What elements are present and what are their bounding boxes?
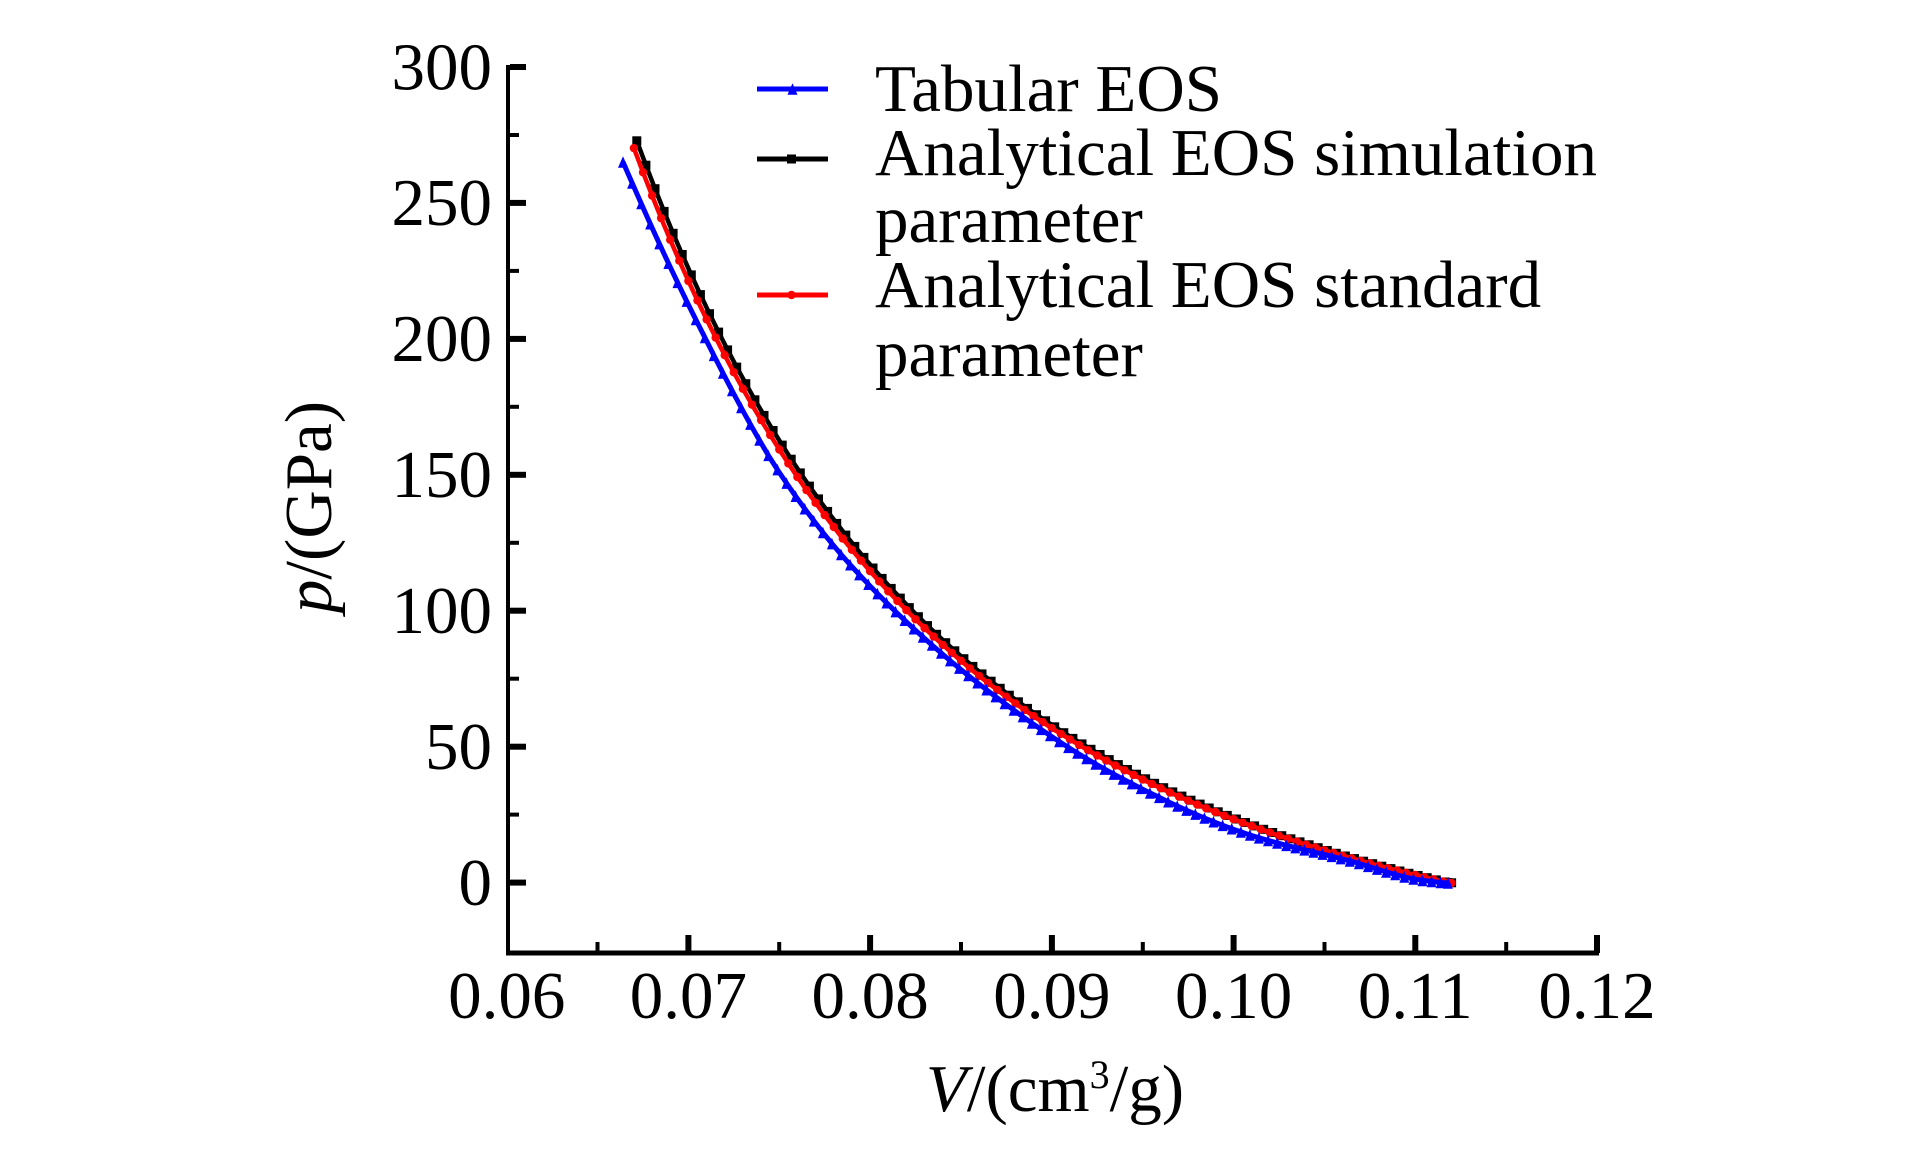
svg-text:0.12: 0.12 xyxy=(1538,959,1655,1033)
svg-text:Analytical EOS simulation: Analytical EOS simulation xyxy=(875,116,1597,190)
svg-text:300: 300 xyxy=(392,30,493,104)
svg-text:0.08: 0.08 xyxy=(811,959,928,1033)
svg-text:50: 50 xyxy=(425,710,492,784)
svg-text:200: 200 xyxy=(392,302,493,376)
svg-text:0.11: 0.11 xyxy=(1358,959,1473,1033)
svg-text:0: 0 xyxy=(459,846,493,920)
svg-text:0.10: 0.10 xyxy=(1175,959,1292,1033)
svg-text:0.09: 0.09 xyxy=(993,959,1110,1033)
svg-text:100: 100 xyxy=(392,574,493,648)
svg-text:Analytical EOS standard: Analytical EOS standard xyxy=(875,248,1541,322)
svg-text:0.06: 0.06 xyxy=(448,959,565,1033)
svg-text:parameter: parameter xyxy=(875,317,1143,391)
svg-text:0.07: 0.07 xyxy=(630,959,747,1033)
svg-text:250: 250 xyxy=(392,166,493,240)
svg-text:Tabular EOS: Tabular EOS xyxy=(875,52,1222,126)
svg-text:V/(cm3/g): V/(cm3/g) xyxy=(926,1052,1184,1126)
svg-text:p/(GPa): p/(GPa) xyxy=(272,401,346,617)
svg-text:parameter: parameter xyxy=(875,183,1143,257)
svg-text:150: 150 xyxy=(392,438,493,512)
